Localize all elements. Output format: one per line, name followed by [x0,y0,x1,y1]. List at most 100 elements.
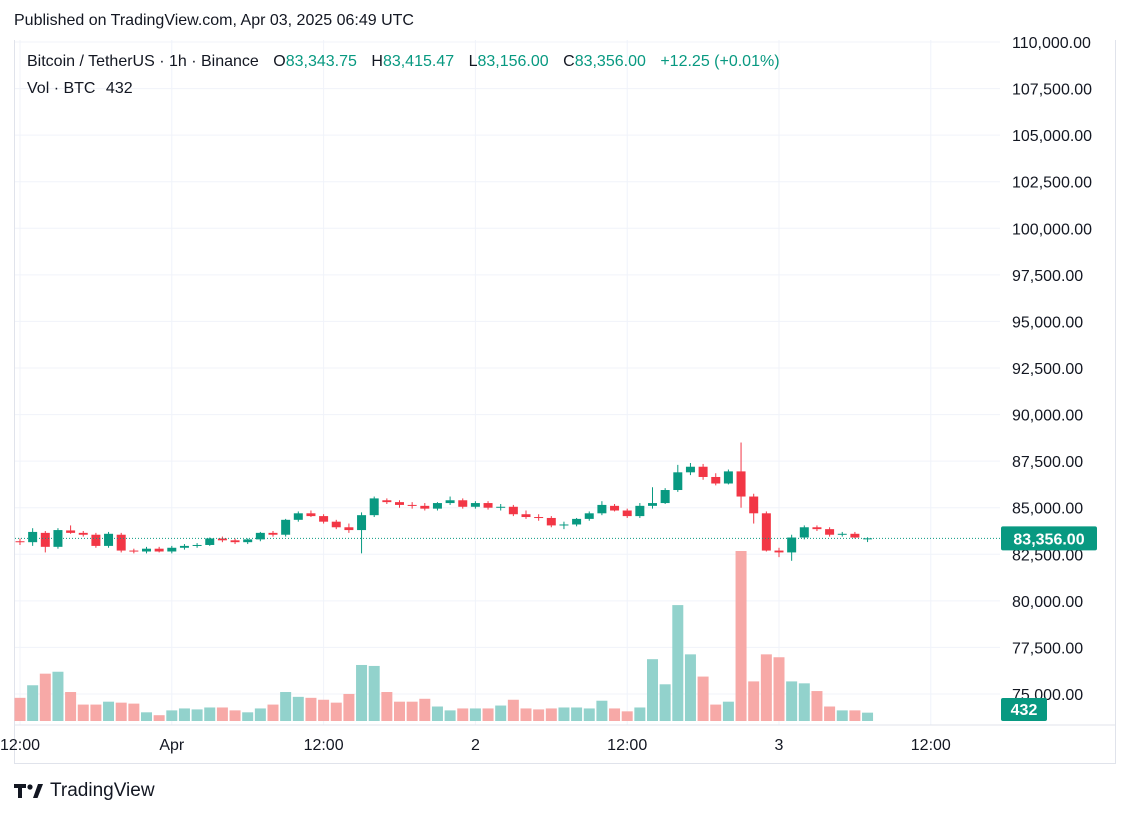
price-tick-label: 80,000.00 [1012,594,1083,611]
volume-bar [14,697,26,721]
candle-body [319,516,329,522]
candle-body [572,518,582,525]
price-tick-label: 87,500.00 [1012,454,1083,471]
volume-label: Vol · BTC [27,80,96,97]
volume-legend: Vol · BTC 432 [27,80,133,98]
price-tick-label: 92,500.00 [1012,361,1083,378]
candle-body [306,513,316,517]
volume-bar [216,707,228,721]
volume-bar [495,705,507,721]
volume-bar [191,709,203,721]
volume-bar [482,708,494,721]
candle-body [673,472,683,491]
volume-bar [760,654,772,721]
volume-bar [849,710,861,721]
price-tick-label: 100,000.00 [1012,221,1092,238]
close-value: 83,356.00 [574,53,646,70]
candle-body [154,548,164,552]
volume-bar [128,703,140,721]
candle-body [331,521,341,528]
brand-name: TradingView [50,780,155,801]
candle-body [723,471,733,484]
volume-bar [697,676,709,721]
candle-body [799,527,809,538]
candle-body [357,515,367,531]
candle-body [546,517,556,526]
candle-body [445,500,455,504]
candle-body [28,531,38,543]
volume-bar [786,681,798,721]
volume-bar [609,708,621,721]
candle-body [787,537,797,553]
candle-body [774,550,784,553]
tradingview-brand[interactable]: TradingView [14,780,155,802]
chart-frame [14,40,1116,764]
candle-body [243,539,253,543]
volume-bar [204,707,216,721]
volume-bar [507,699,519,721]
candle-body [483,503,493,508]
last-price-overlays: 83,356.00 432 [15,526,1097,721]
candle-body [179,545,189,548]
volume-bar [254,708,266,721]
last-price-label: 83,356.00 [1013,531,1084,548]
volume-bar [558,707,570,721]
candle-body [420,505,430,509]
symbol-legend: Bitcoin / TetherUS · 1h · Binance O83,34… [27,53,780,71]
volume-bar [242,712,254,721]
volume-bar [65,692,77,721]
time-tick-label: 2 [471,737,480,754]
volume-bar [330,702,342,721]
price-tick-label: 105,000.00 [1012,128,1092,145]
volume-bar [356,664,368,721]
close-label: C [563,53,575,70]
candle-body [167,547,177,552]
candle-body [344,527,354,531]
price-tick-label: 102,500.00 [1012,175,1092,192]
candle-body [837,533,847,535]
price-tick-label: 82,500.00 [1012,547,1083,564]
candle-body [66,530,76,533]
candle-body [534,517,544,519]
candle-body [597,504,607,514]
candle-body [369,498,379,516]
candle-body [255,532,265,540]
open-value: 83,343.75 [285,53,357,70]
candle-body [470,503,480,507]
volume-bar [90,704,102,721]
volume-bar [77,704,89,721]
time-tick-label: 12:00 [304,737,344,754]
volume-bar [811,691,823,721]
volume-bar [583,708,595,721]
volume-bar [672,605,684,721]
volume-bar [735,551,747,721]
volume-bar [394,701,405,721]
candle-body [559,524,569,526]
volume-bar [292,696,304,721]
time-tick-label: 12:00 [911,737,951,754]
candle-body [268,532,278,535]
volume-bar [722,701,734,721]
candle-body [192,544,202,546]
candle-body [382,500,392,503]
volume-bar [280,692,292,721]
candle-body [142,548,151,552]
last-volume-badge [1001,698,1047,721]
low-label: L [468,53,478,70]
price-tick-label: 97,500.00 [1012,268,1083,285]
volume-bars [14,551,874,721]
volume-bar [178,708,190,721]
volume-bar [520,708,532,721]
candle-body [508,506,518,515]
volume-bar [115,702,127,721]
price-tick-label: 95,000.00 [1012,314,1083,331]
candle-body [432,503,442,509]
volume-bar [368,665,380,721]
candle-body [116,534,126,551]
candle-body [749,496,759,514]
candle-body [521,514,531,518]
volume-bar [444,710,456,721]
candle-body [205,538,215,545]
change-value: +12.25 (+0.01%) [660,53,780,70]
